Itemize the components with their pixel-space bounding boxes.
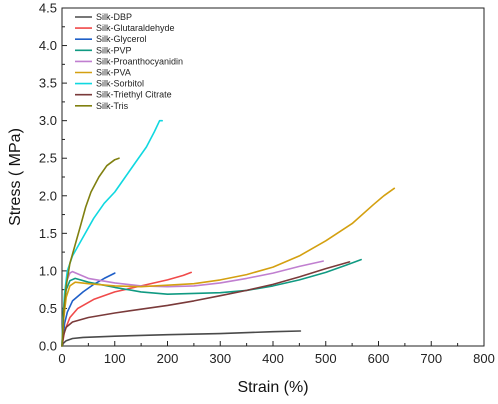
legend-label: Silk-Glutaraldehyde	[96, 23, 175, 33]
x-tick-label: 400	[262, 351, 284, 366]
legend-label: Silk-Proanthocyanidin	[96, 56, 183, 66]
x-tick-label: 300	[209, 351, 231, 366]
series-line-7	[61, 261, 351, 347]
y-axis-title: Stress ( MPa)	[7, 128, 24, 226]
series-line-0	[61, 330, 302, 347]
legend-label: Silk-PVP	[96, 45, 132, 55]
series-line-6	[61, 119, 163, 347]
y-tick-label: 0.0	[39, 339, 57, 354]
legend-label: Silk-Glycerol	[96, 34, 147, 44]
y-tick-label: 2.0	[39, 188, 57, 203]
y-tick-label: 2.5	[39, 151, 57, 166]
series-line-1	[61, 271, 192, 347]
y-tick-label: 4.5	[39, 1, 57, 16]
series-line-8	[61, 157, 120, 347]
legend-label: Silk-PVA	[96, 68, 131, 78]
x-axis-ticks: 0 100 200 300 400 500 600 700 800	[58, 341, 495, 366]
y-tick-label: 3.5	[39, 76, 57, 91]
series-line-2	[61, 272, 116, 347]
x-tick-label: 600	[368, 351, 390, 366]
x-axis-title: Strain (%)	[237, 379, 308, 396]
legend-label: Silk-Sorbitol	[96, 79, 144, 89]
y-tick-label: 1.5	[39, 226, 57, 241]
legend-label: Silk-DBP	[96, 12, 132, 22]
x-tick-label: 200	[157, 351, 179, 366]
y-tick-label: 0.5	[39, 301, 57, 316]
y-tick-label: 4.0	[39, 38, 57, 53]
x-tick-label: 800	[473, 351, 495, 366]
x-tick-label: 700	[420, 351, 442, 366]
legend-label: Silk-Triethyl Citrate	[96, 90, 172, 100]
series-line-4	[61, 260, 324, 347]
series-line-3	[61, 258, 362, 347]
y-tick-label: 3.0	[39, 113, 57, 128]
series-line-5	[61, 187, 396, 347]
y-tick-label: 1.0	[39, 263, 57, 278]
x-tick-label: 0	[58, 351, 65, 366]
legend: Silk-DBPSilk-GlutaraldehydeSilk-Glycerol…	[75, 12, 183, 111]
x-tick-label: 100	[104, 351, 126, 366]
x-tick-label: 500	[315, 351, 337, 366]
legend-label: Silk-Tris	[96, 101, 129, 111]
y-axis-ticks: 0.0 0.5 1.0 1.5 2.0 2.5 3.0 3.5 4.0 4.5	[39, 1, 67, 354]
series-layer	[61, 119, 396, 347]
